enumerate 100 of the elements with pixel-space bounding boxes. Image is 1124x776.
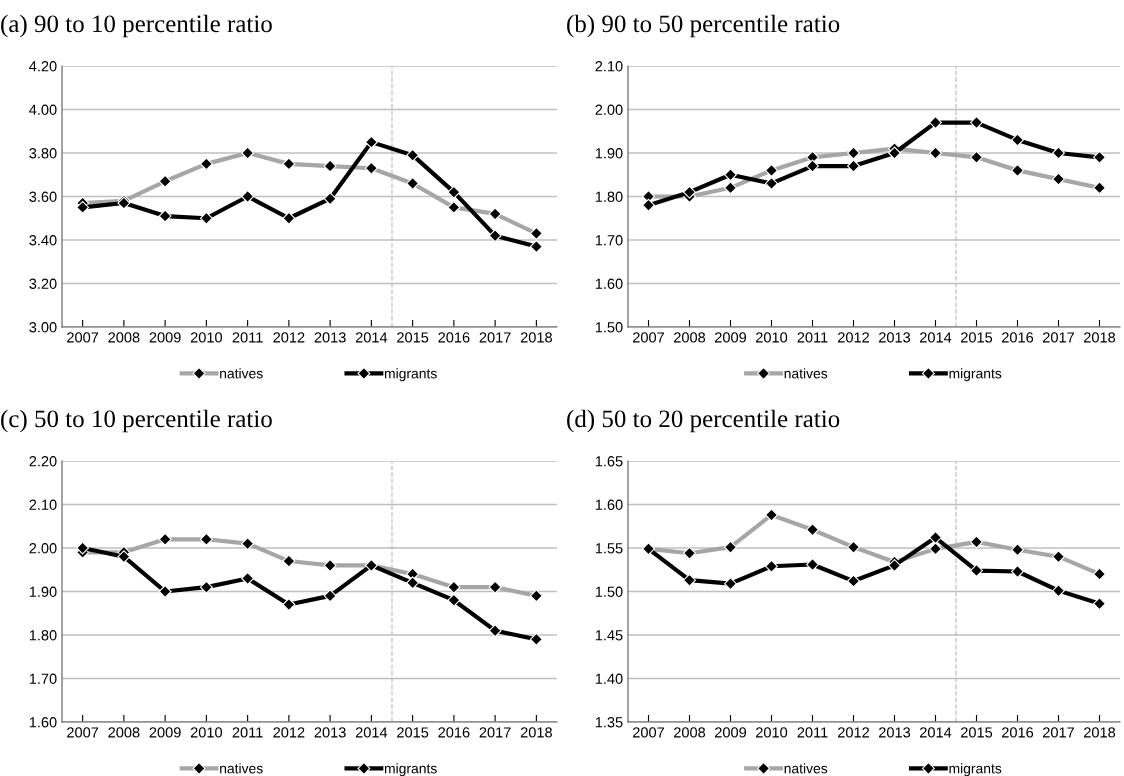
y-tick-label: 1.70 <box>29 673 57 684</box>
x-tick-label: 2007 <box>633 332 664 343</box>
x-tick-label: 2009 <box>149 332 181 343</box>
x-tick-label: 2008 <box>674 727 706 738</box>
x-tick-label: 2015 <box>397 332 429 343</box>
y-tick-label: 2.20 <box>29 456 57 467</box>
y-tick-label: 3.20 <box>29 278 57 289</box>
x-tick-label: 2015 <box>961 727 993 738</box>
legend-label: natives <box>220 763 263 774</box>
x-tick-label: 2013 <box>879 727 911 738</box>
point <box>282 211 296 225</box>
legend-label: natives <box>220 368 263 379</box>
x-tick-label: 2018 <box>520 727 552 738</box>
y-tick-label: 3.60 <box>29 191 57 202</box>
point <box>765 177 778 190</box>
point <box>888 146 901 160</box>
point <box>765 559 778 573</box>
x-tick-label: 2007 <box>633 727 664 738</box>
point <box>1052 584 1065 598</box>
point <box>364 135 378 149</box>
legend-label: natives <box>784 763 828 774</box>
y-tick-label: 3.40 <box>29 235 57 246</box>
y-tick-label: 1.50 <box>595 586 623 597</box>
y-tick-label: 1.35 <box>595 717 623 728</box>
x-tick-label: 2016 <box>438 727 470 738</box>
point <box>1052 146 1065 160</box>
point <box>406 576 420 590</box>
point <box>847 159 860 173</box>
point <box>76 200 90 214</box>
y-tick-label: 1.90 <box>595 148 623 159</box>
y-tick-label: 1.55 <box>595 543 623 554</box>
x-tick-label: 2012 <box>273 727 305 738</box>
y-tick-label: 1.45 <box>595 630 623 641</box>
point <box>929 116 942 129</box>
x-tick-label: 2017 <box>479 727 511 738</box>
y-tick-label: 1.90 <box>29 586 57 597</box>
y-tick-label: 4.00 <box>29 104 57 115</box>
x-tick-label: 2008 <box>108 332 140 343</box>
x-tick-label: 2013 <box>314 332 346 343</box>
point <box>683 573 696 587</box>
chart-title: (d) 50 to 20 percentile ratio <box>567 409 840 433</box>
x-tick-label: 2010 <box>756 727 788 738</box>
point <box>158 585 172 598</box>
x-tick-label: 2007 <box>67 727 99 738</box>
y-tick-label: 1.60 <box>595 499 623 510</box>
point <box>199 580 213 594</box>
x-tick-label: 2010 <box>190 332 223 343</box>
x-tick-label: 2015 <box>961 332 993 343</box>
legend-label: migrants <box>949 763 1002 776</box>
point <box>158 209 172 223</box>
x-tick-label: 2011 <box>797 332 828 343</box>
y-tick-label: 2.10 <box>29 499 57 510</box>
point <box>970 564 983 578</box>
x-tick-label: 2017 <box>1043 332 1074 343</box>
x-tick-label: 2014 <box>920 727 952 738</box>
point <box>488 624 502 638</box>
legend-label: migrants <box>384 368 437 382</box>
y-tick-label: 1.60 <box>29 717 57 728</box>
point <box>1011 133 1024 147</box>
y-tick-label: 1.50 <box>595 322 623 333</box>
point <box>1093 150 1106 164</box>
x-tick-label: 2010 <box>756 332 788 343</box>
legend-label: migrants <box>949 368 1002 382</box>
point <box>323 192 337 206</box>
x-tick-label: 2017 <box>479 332 511 343</box>
point <box>683 185 696 199</box>
point <box>1093 597 1106 611</box>
x-tick-label: 2018 <box>1084 727 1116 738</box>
x-tick-label: 2018 <box>520 332 552 343</box>
x-tick-label: 2011 <box>232 332 263 343</box>
x-tick-label: 2008 <box>674 332 706 343</box>
x-tick-label: 2011 <box>232 727 263 738</box>
y-tick-label: 2.00 <box>595 104 623 115</box>
y-tick-label: 1.80 <box>29 630 57 641</box>
x-tick-label: 2014 <box>355 727 388 738</box>
y-tick-label: 1.60 <box>595 278 623 289</box>
chart-title: (c) 50 to 10 percentile ratio <box>1 409 272 433</box>
point <box>199 211 213 225</box>
point <box>929 531 942 545</box>
x-tick-label: 2016 <box>1002 332 1034 343</box>
x-tick-label: 2017 <box>1043 727 1074 738</box>
x-tick-label: 2013 <box>879 332 911 343</box>
point <box>447 593 461 607</box>
point <box>806 159 819 173</box>
point <box>447 185 461 199</box>
x-tick-label: 2013 <box>314 727 346 738</box>
point <box>847 574 860 588</box>
x-tick-label: 2011 <box>797 727 828 738</box>
chart-title: (b) 90 to 50 percentile ratio <box>567 14 840 38</box>
point <box>241 190 255 203</box>
point <box>642 198 655 212</box>
x-tick-label: 2015 <box>397 727 429 738</box>
y-tick-label: 4.20 <box>29 61 57 72</box>
x-tick-label: 2009 <box>715 727 747 738</box>
y-tick-label: 1.65 <box>595 456 623 467</box>
y-tick-label: 3.80 <box>29 148 57 159</box>
point <box>529 632 543 646</box>
legend-label: natives <box>784 368 828 379</box>
point <box>724 168 737 182</box>
point <box>282 598 296 611</box>
